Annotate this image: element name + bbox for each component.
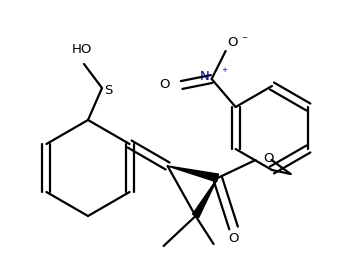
Text: $^-$: $^-$ bbox=[240, 35, 248, 45]
Text: $^+$: $^+$ bbox=[220, 67, 228, 77]
Text: O: O bbox=[228, 232, 239, 244]
Text: O: O bbox=[159, 78, 170, 92]
Text: HO: HO bbox=[72, 43, 92, 56]
Text: O: O bbox=[228, 37, 238, 49]
Text: O: O bbox=[264, 151, 274, 165]
Text: S: S bbox=[104, 83, 112, 97]
Polygon shape bbox=[193, 178, 218, 218]
Polygon shape bbox=[168, 166, 219, 182]
Text: N: N bbox=[200, 70, 210, 83]
